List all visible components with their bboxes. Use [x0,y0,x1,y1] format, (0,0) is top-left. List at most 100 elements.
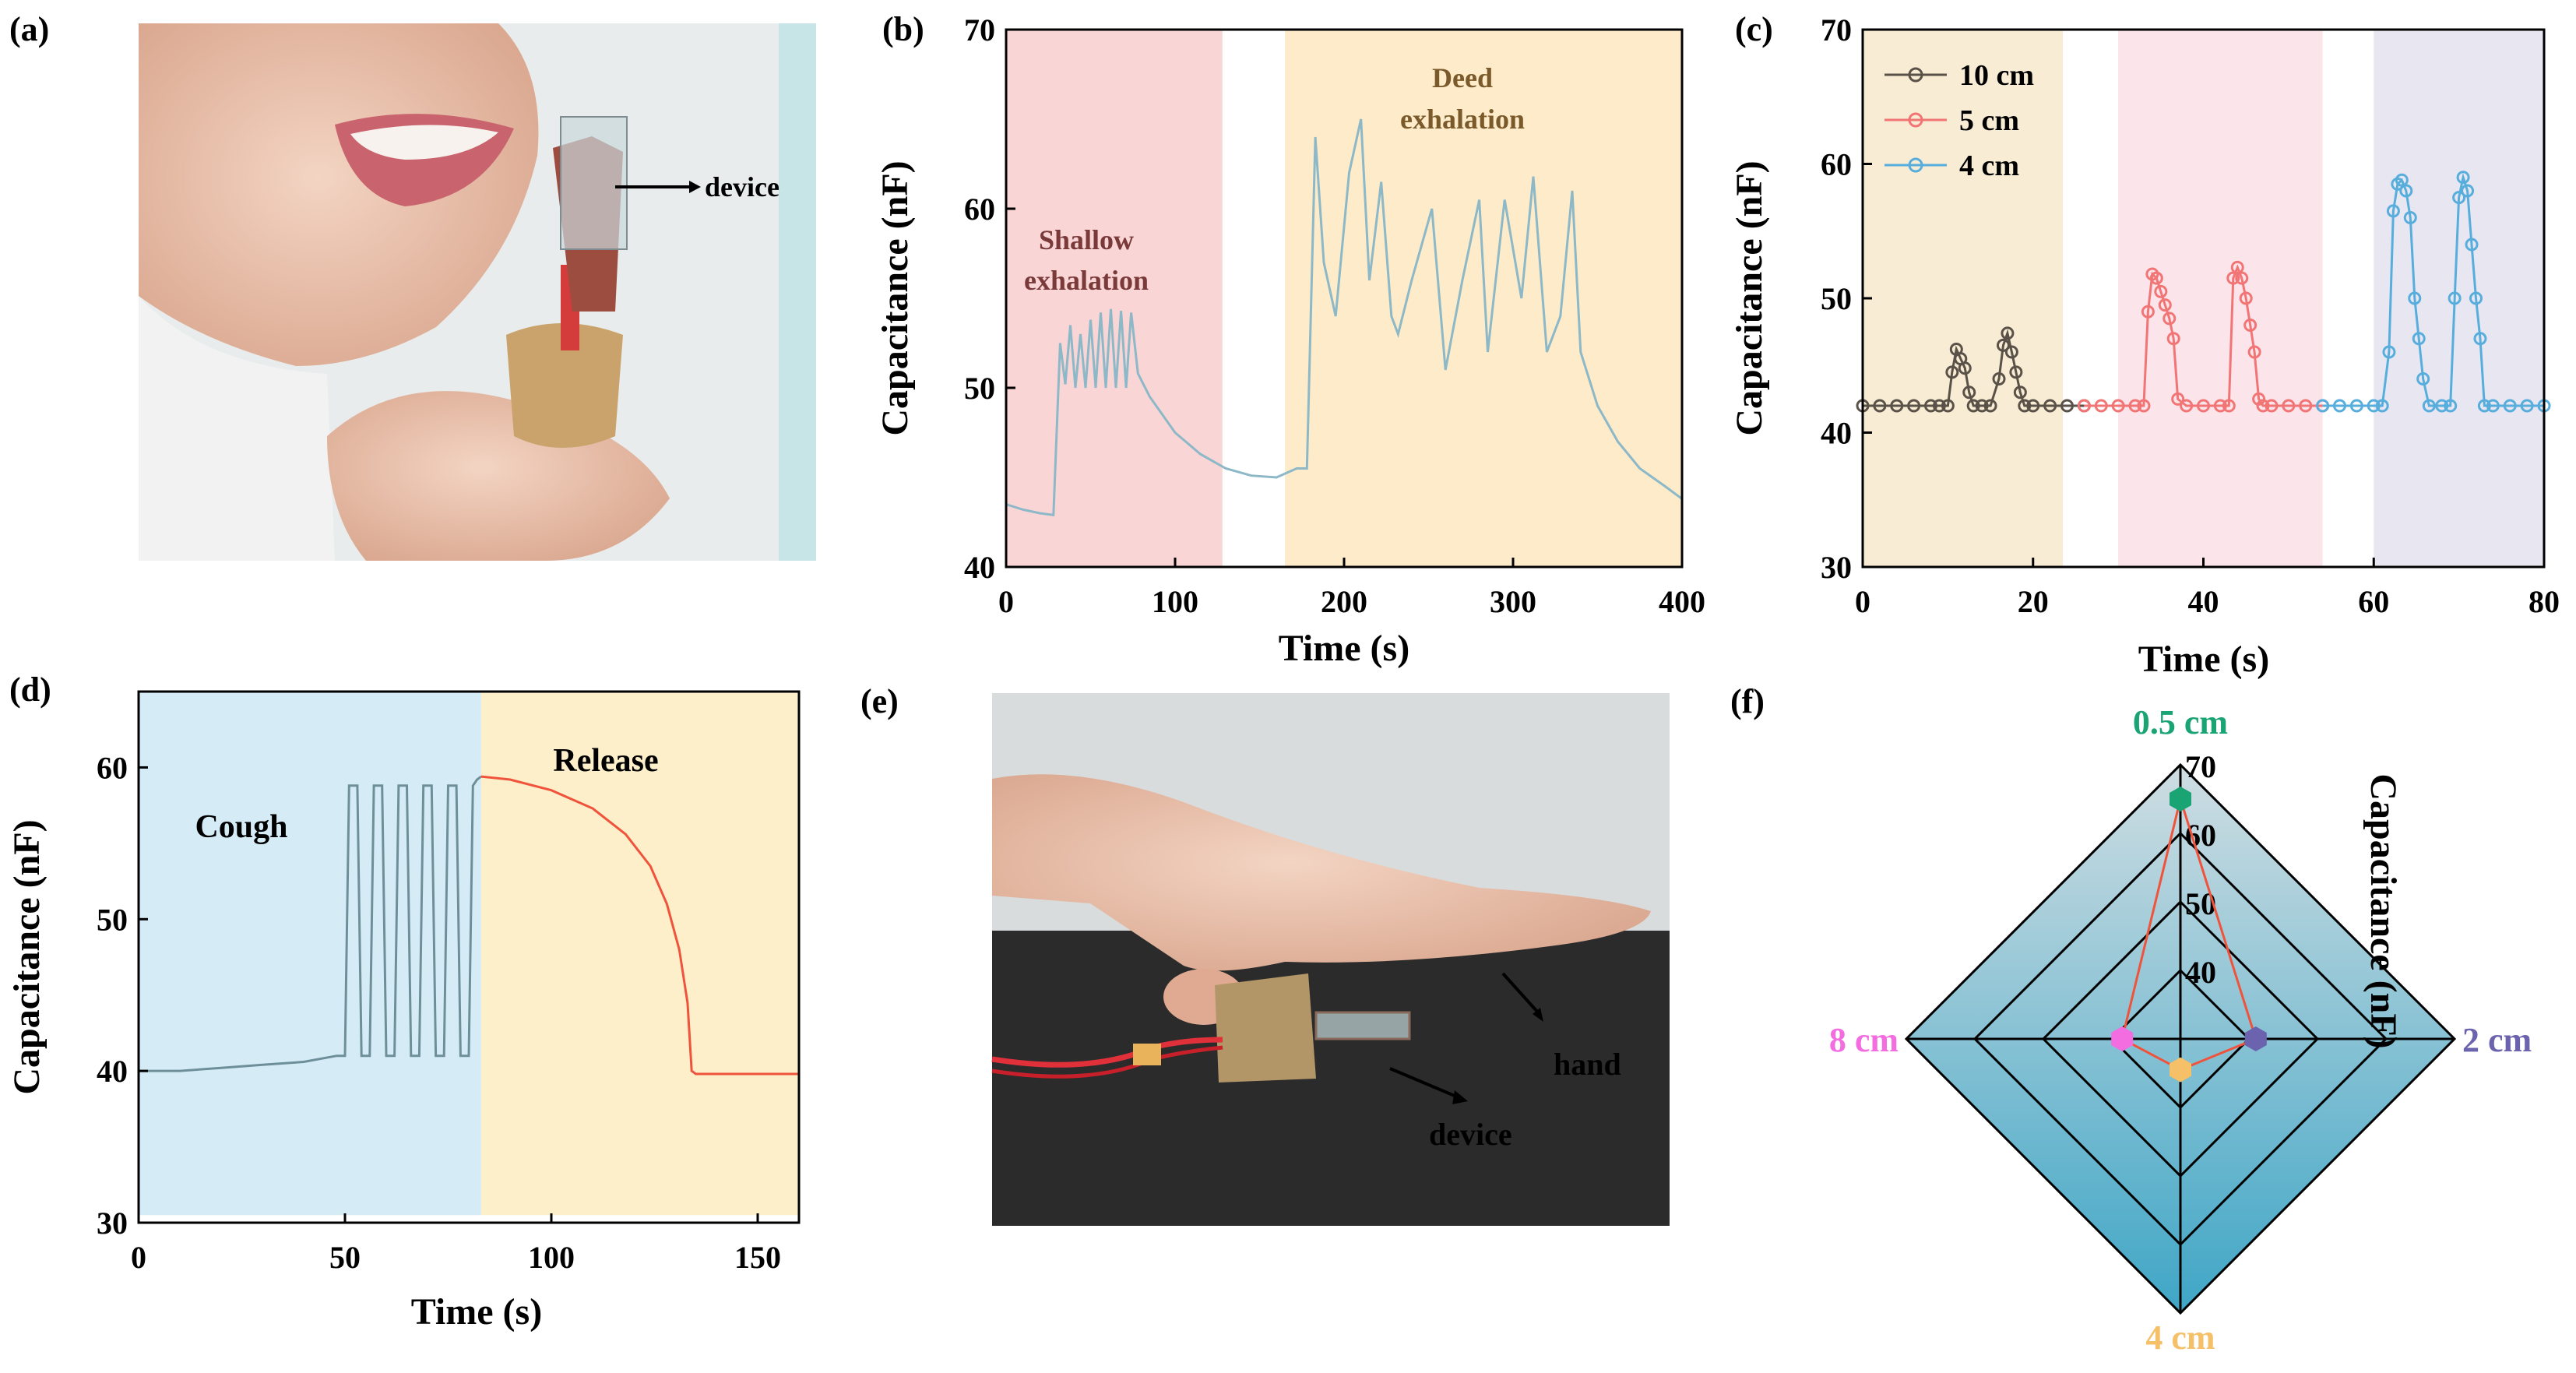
x-tick-label-d-2: 100 [528,1240,575,1275]
series-line-cough [139,775,482,1072]
data-point [2448,291,2462,305]
region-label-shallow-1: Shallow [1039,224,1134,255]
x-tick-label-c-1: 20 [2018,584,2049,619]
data-point [1924,399,1937,413]
y-axis-title-c: Capacitance (nF) [1729,160,1770,435]
y-tick-label-b-1: 50 [964,371,995,406]
y-axis-title-d: Capacitance (nF) [6,819,48,1094]
data-point [2163,312,2177,326]
data-point [2452,191,2466,205]
data-point [2013,385,2027,400]
annotation-device-e: device [1429,1117,1512,1152]
data-point [2247,345,2261,359]
data-point [2026,399,2040,413]
panel-label-f: (f) [1730,682,1765,720]
data-point [2158,298,2172,312]
region-label-shallow-2: exhalation [1024,265,1149,296]
data-point [1996,338,2010,352]
region-label-deep-2: exhalation [1400,104,1525,135]
data-point [2018,399,2032,413]
y-tick-label-d-1: 40 [97,1054,128,1089]
data-point [2422,399,2436,413]
data-point [1992,372,2006,385]
y-tick-label-d-2: 50 [97,902,128,937]
x-tick-label-d-3: 150 [734,1240,781,1275]
data-point [2213,399,2227,413]
x-tick-label-c-4: 80 [2528,584,2560,619]
radar-tick-label-3: 70 [2185,749,2216,784]
data-point [2486,399,2500,413]
data-point [2239,291,2253,305]
data-point [1907,399,1921,413]
x-tick-label-c-0: 0 [1855,584,1870,619]
y-tick-label-d-3: 60 [97,750,128,785]
x-tick-label-b-4: 400 [1659,584,1705,619]
y-tick-label-c-2: 50 [1821,281,1852,316]
y-tick-label-c-1: 40 [1821,416,1852,451]
data-point [2408,291,2422,305]
data-point [2265,399,2279,413]
radar-point-3 [2111,1026,2134,1051]
data-point [2520,399,2534,413]
data-point [1932,399,1946,413]
data-point [2477,399,2491,413]
panel-label-a: (a) [9,10,49,48]
region-label-deep-1: Deed [1432,62,1493,93]
annotation-hand: hand [1554,1047,1621,1082]
x-tick-label-d-1: 50 [329,1240,361,1275]
data-point [2461,184,2475,198]
radar-category-label-0: 0.5 cm [2133,703,2228,741]
series-line-exhalation [1005,118,1683,517]
radar-tick-label-1: 50 [2185,886,2216,921]
y-tick-label-c-4: 70 [1821,12,1852,48]
radar-category-label-1: 2 cm [2462,1021,2532,1059]
radar-axis-title: Capacitance (nF) [2363,773,2404,1048]
data-point [2222,399,2236,413]
data-point [2316,399,2330,413]
panel-a: (a) device [9,10,816,561]
data-point [2128,399,2142,413]
data-point [2077,399,2091,413]
data-point [1945,365,1959,379]
data-point [2141,305,2155,319]
data-point [2230,260,2244,274]
series-line-release [480,775,799,1076]
x-tick-label-b-3: 300 [1490,584,1536,619]
data-point [2166,332,2180,346]
y-tick-label-b-0: 40 [964,550,995,585]
data-point [2403,211,2417,224]
plot-frame-d [137,690,801,1224]
data-point [2235,271,2249,285]
data-point [2333,399,2346,413]
radar-point-1 [2244,1026,2267,1051]
region-release [480,692,799,1216]
panel-label-b: (b) [882,10,924,48]
data-point [1958,361,1972,375]
legend-marker-2 [1908,157,1923,173]
x-tick-label-b-2: 200 [1321,584,1367,619]
x-axis-title-c: Time (s) [2138,639,2269,680]
y-tick-label-c-0: 30 [1821,550,1852,585]
data-point [2149,271,2163,285]
data-point [2299,399,2313,413]
y-tick-label-d-0: 30 [97,1206,128,1241]
x-axis-title-b: Time (s) [1279,628,1409,669]
panel-e: (e) hand device [860,682,1670,1226]
y-tick-label-c-3: 60 [1821,147,1852,182]
panel-label-d: (d) [9,671,51,709]
data-point [2154,284,2168,298]
data-point [2382,345,2396,359]
data-point [2180,399,2194,413]
region-4cm [2374,30,2544,567]
region-deep [1285,30,1682,567]
data-point [2399,184,2413,198]
legend-label-0: 10 cm [1959,59,2034,92]
radar-point-2 [2170,1057,2191,1083]
region-label-release: Release [553,743,658,779]
x-tick-label-b-0: 0 [998,584,1014,619]
region-shallow [1006,30,1223,567]
photo-hand-device [991,693,1670,1226]
data-point [2009,365,2023,379]
legend-marker-1 [1908,112,1923,128]
